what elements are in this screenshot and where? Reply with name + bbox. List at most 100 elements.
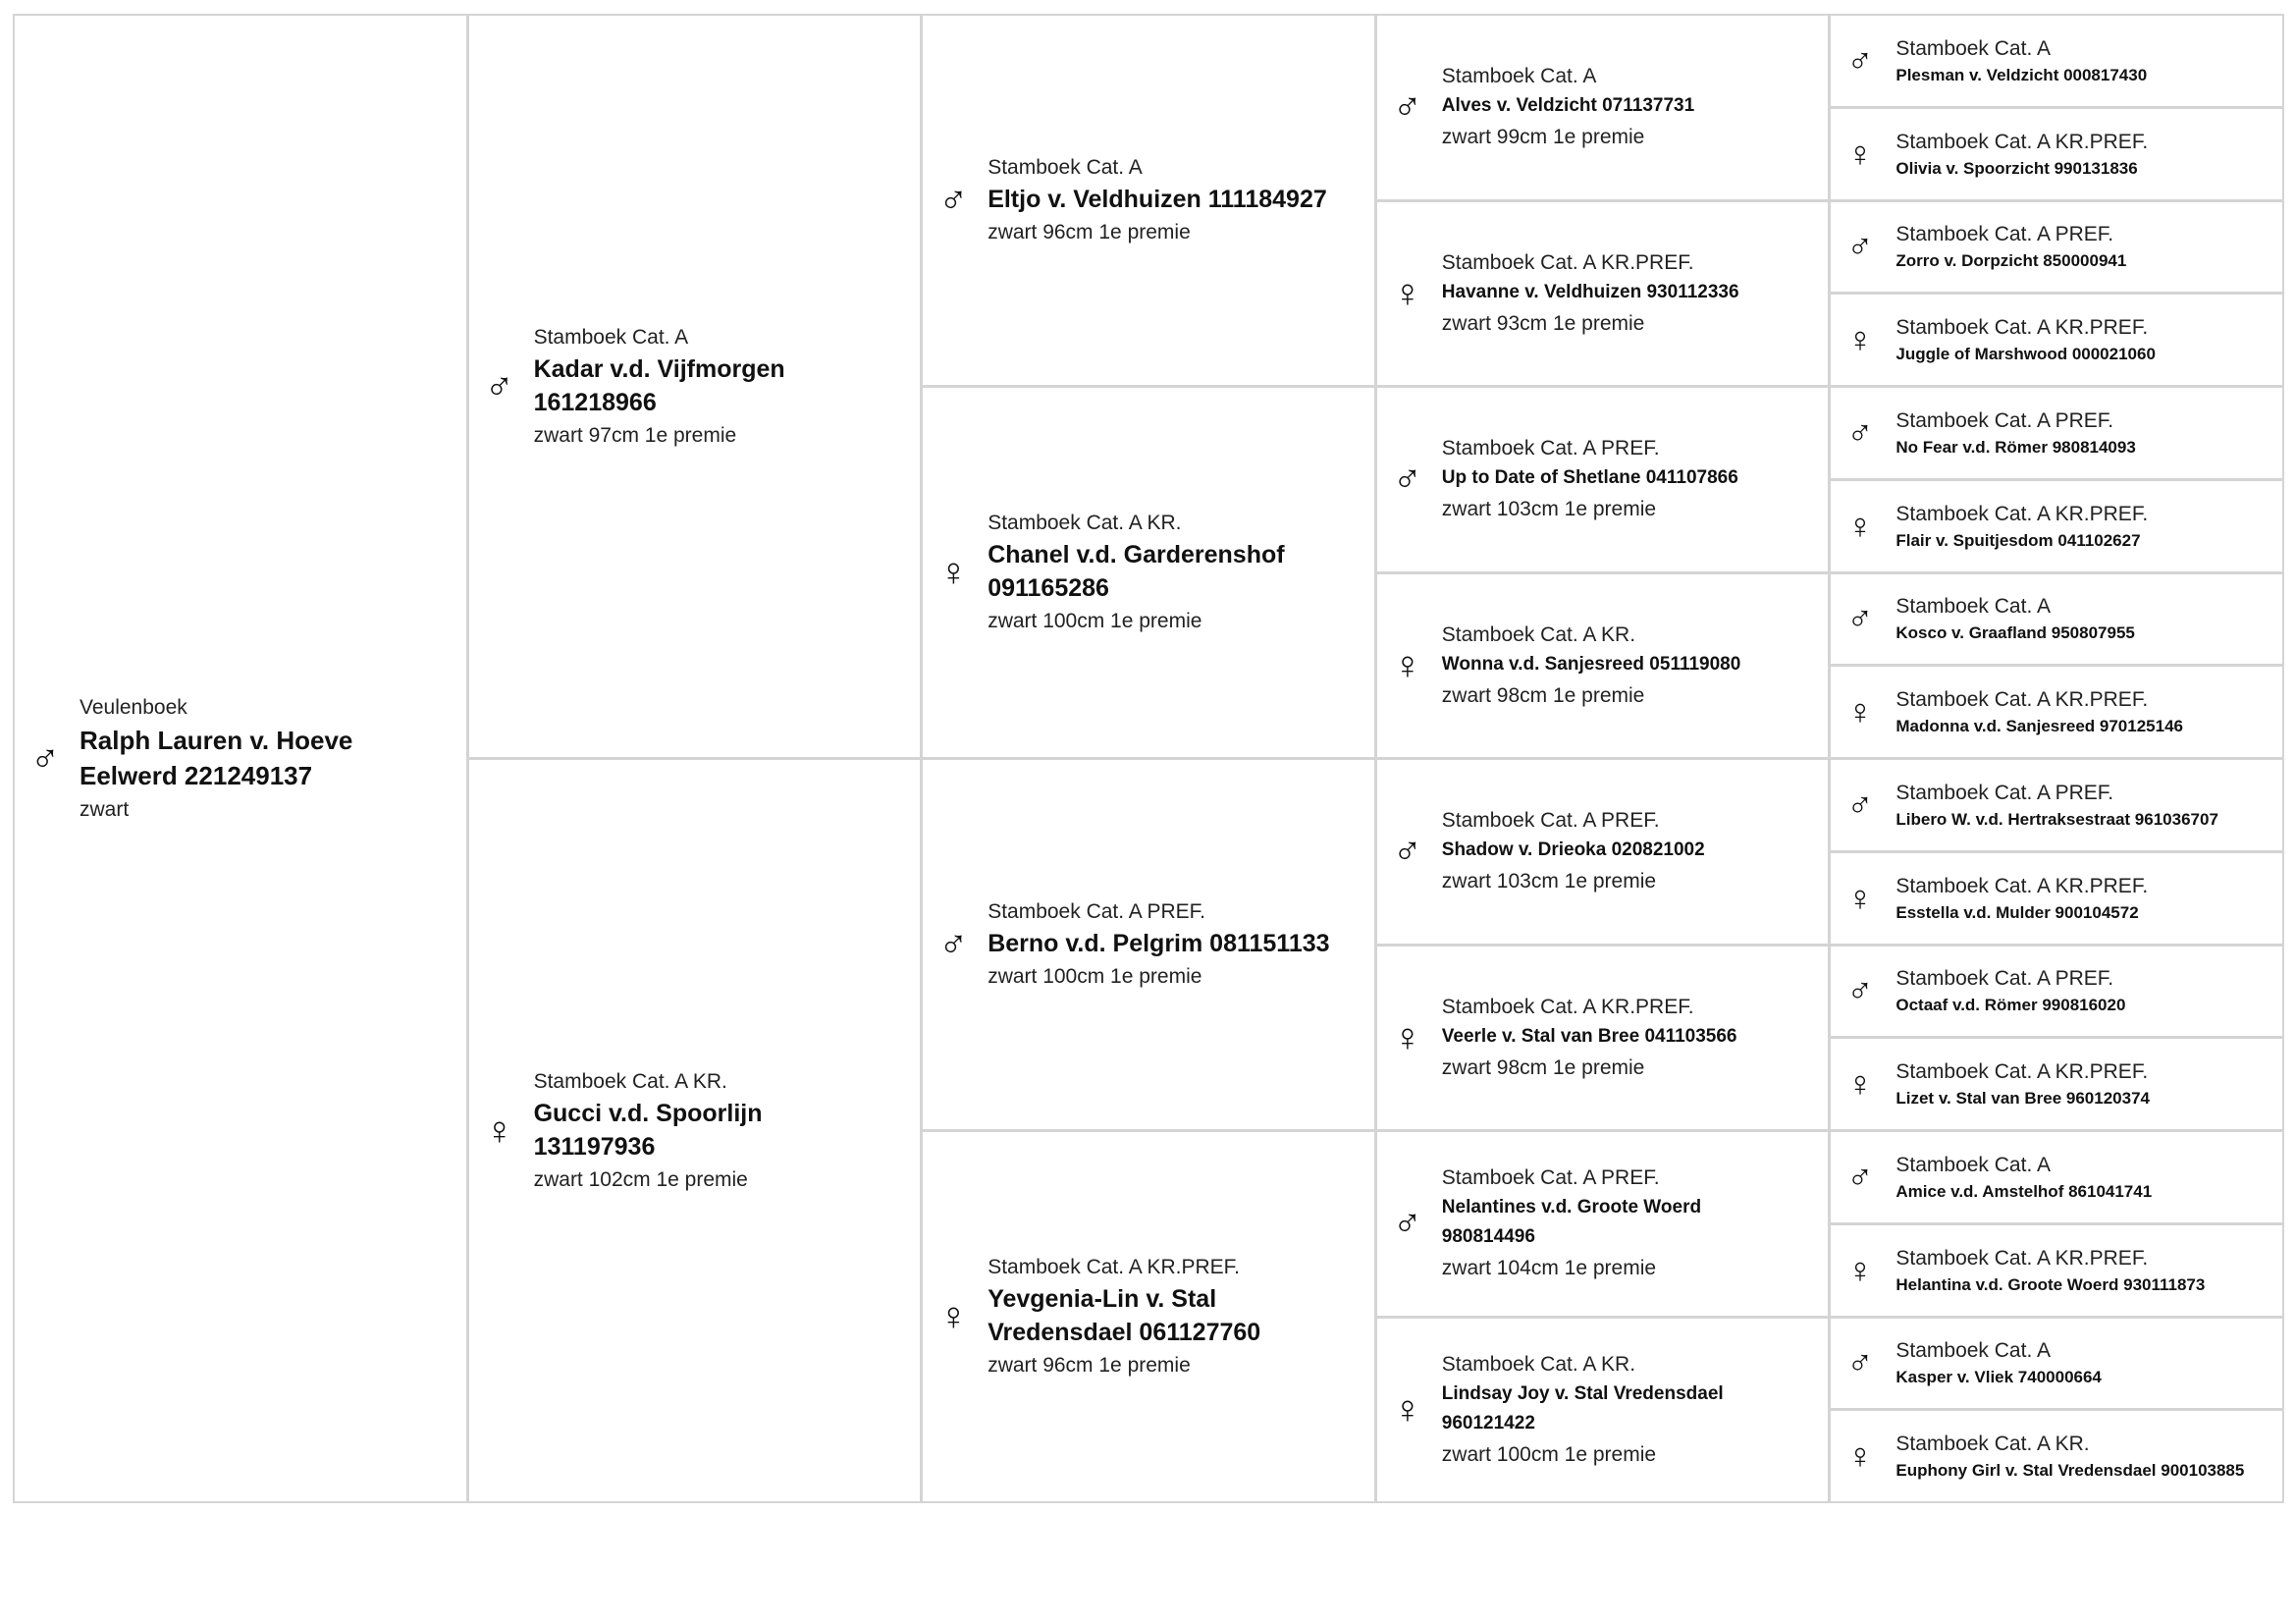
- horse-cell: ♂ Stamboek Cat. A Kadar v.d. Vijfmorgen 16…: [469, 16, 921, 757]
- female-icon: ♀: [1392, 1387, 1422, 1432]
- registry-label: Stamboek Cat. A KR.PREF.: [1441, 995, 1694, 1018]
- horse-cell: ♂ Veulenboek Ralph Lauren v. Hoeve Eelwerd…: [15, 16, 466, 1501]
- horse-name: Juggle of Marshwood 000021060: [1896, 345, 2156, 364]
- female-icon: ♀: [1392, 271, 1422, 315]
- horse-name: Yevgenia-Lin v. Stal Vredensdael 0611277…: [988, 1285, 1261, 1346]
- male-icon: ♂: [484, 364, 514, 408]
- female-icon: ♀: [1846, 319, 1874, 360]
- horse-details: zwart: [80, 797, 130, 821]
- horse-details: zwart 97cm 1e premie: [533, 423, 737, 447]
- male-icon: ♂: [1846, 39, 1874, 81]
- horse-details: zwart 96cm 1e premie: [988, 1354, 1191, 1377]
- male-icon: ♂: [938, 179, 969, 222]
- horse-cell: ♂ Stamboek Cat. A Eltjo v. Veldhuizen 1111…: [923, 16, 1374, 385]
- horse-name: Lindsay Joy v. Stal Vredensdael 96012142…: [1441, 1382, 1724, 1434]
- registry-label: Stamboek Cat. A PREF.: [1441, 809, 1660, 833]
- horse-details: zwart 100cm 1e premie: [988, 965, 1202, 988]
- horse-cell: ♂ Stamboek Cat. A PREF. Berno v.d. Pelgrim…: [923, 757, 1374, 1129]
- horse-cell: ♀ Stamboek Cat. A KR. Chanel v.d. Garderen…: [923, 385, 1374, 757]
- generation-3-column: ♂ Stamboek Cat. A Eltjo v. Veldhuizen 1111…: [920, 16, 1374, 1501]
- male-icon: ♂: [1846, 970, 1874, 1011]
- horse-details: zwart 98cm 1e premie: [1441, 683, 1645, 707]
- horse-name: Euphony Girl v. Stal Vredensdael 9001038…: [1896, 1461, 2245, 1481]
- horse-details: zwart 104cm 1e premie: [1441, 1257, 1657, 1280]
- horse-cell: ♂ Stamboek Cat. A Kosco v. Graafland 95080…: [1831, 570, 2282, 665]
- male-icon: ♂: [1392, 85, 1422, 130]
- horse-name: Madonna v.d. Sanjesreed 970125146: [1896, 717, 2183, 736]
- horse-cell: ♀ Stamboek Cat. A KR.PREF. Veerle v. Stal …: [1376, 943, 1829, 1130]
- registry-label: Stamboek Cat. A KR.PREF.: [1896, 688, 2149, 712]
- female-icon: ♀: [938, 1295, 969, 1338]
- horse-name: Gucci v.d. Spoorlijn 131197936: [533, 1099, 763, 1161]
- horse-cell: ♂ Stamboek Cat. A PREF. Libero W. v.d. Her…: [1831, 757, 2282, 850]
- registry-label: Stamboek Cat. A PREF.: [1441, 1166, 1660, 1190]
- male-icon: ♂: [1846, 784, 1874, 825]
- male-icon: ♂: [938, 923, 969, 966]
- registry-label: Stamboek Cat. A: [988, 156, 1143, 179]
- male-icon: ♂: [1846, 411, 1874, 453]
- registry-label: Stamboek Cat. A: [1896, 1153, 2051, 1176]
- registry-label: Stamboek Cat. A: [1441, 65, 1597, 88]
- horse-name: Kasper v. Vliek 740000664: [1896, 1368, 2102, 1387]
- horse-cell: ♀ Stamboek Cat. A KR.PREF. Esstella v.d. M…: [1831, 849, 2282, 944]
- registry-label: Stamboek Cat. A KR.: [533, 1069, 727, 1093]
- horse-name: Flair v. Spuitjesdom 041102627: [1896, 530, 2141, 550]
- female-icon: ♀: [1846, 877, 1874, 918]
- horse-name: Eltjo v. Veldhuizen 111184927: [988, 186, 1327, 213]
- horse-details: zwart 93cm 1e premie: [1441, 311, 1645, 335]
- registry-label: Stamboek Cat. A KR.: [1896, 1433, 2090, 1456]
- male-icon: ♂: [1846, 1156, 1874, 1197]
- horse-details: zwart 103cm 1e premie: [1441, 870, 1657, 893]
- horse-cell: ♀ Stamboek Cat. A KR.PREF. Havanne v. Veld…: [1376, 198, 1829, 386]
- horse-name: Lizet v. Stal van Bree 960120374: [1896, 1089, 2150, 1109]
- registry-label: Stamboek Cat. A KR.PREF.: [1441, 250, 1694, 274]
- horse-name: Chanel v.d. Garderenshof 091165286: [988, 541, 1285, 602]
- registry-label: Stamboek Cat. A KR.PREF.: [1896, 1060, 2149, 1084]
- female-icon: ♀: [1392, 1015, 1422, 1059]
- horse-cell: ♀ Stamboek Cat. A KR. Wonna v.d. Sanjesree…: [1376, 570, 1829, 758]
- registry-label: Stamboek Cat. A PREF.: [1896, 223, 2114, 246]
- female-icon: ♀: [1846, 691, 1874, 732]
- horse-name: No Fear v.d. Römer 980814093: [1896, 437, 2136, 457]
- registry-label: Stamboek Cat. A: [533, 325, 689, 349]
- generation-2-column: ♂ Stamboek Cat. A Kadar v.d. Vijfmorgen 16…: [465, 16, 921, 1501]
- registry-label: Stamboek Cat. A KR.PREF.: [1896, 316, 2149, 340]
- horse-details: zwart 100cm 1e premie: [988, 610, 1202, 632]
- horse-cell: ♀ Stamboek Cat. A KR. Euphony Girl v. Stal…: [1831, 1408, 2282, 1501]
- horse-cell: ♂ Stamboek Cat. A PREF. Octaaf v.d. Römer …: [1831, 943, 2282, 1037]
- male-icon: ♂: [1846, 1342, 1874, 1383]
- horse-name: Berno v.d. Pelgrim 081151133: [988, 930, 1330, 957]
- registry-label: Stamboek Cat. A KR.PREF.: [1896, 1246, 2149, 1270]
- horse-cell: ♀ Stamboek Cat. A KR. Lindsay Joy v. Stal …: [1376, 1315, 1829, 1502]
- female-icon: ♀: [1392, 643, 1422, 687]
- horse-details: zwart 100cm 1e premie: [1441, 1442, 1657, 1466]
- horse-cell: ♀ Stamboek Cat. A KR.PREF. Flair v. Spuitj…: [1831, 477, 2282, 571]
- horse-name: Wonna v.d. Sanjesreed 051119080: [1441, 653, 1741, 675]
- female-icon: ♀: [1846, 505, 1874, 546]
- horse-name: Helantina v.d. Groote Woerd 930111873: [1896, 1274, 2206, 1294]
- registry-label: Stamboek Cat. A KR.: [988, 512, 1182, 534]
- male-icon: ♂: [1846, 598, 1874, 639]
- registry-label: Stamboek Cat. A KR.PREF.: [1896, 874, 2149, 897]
- registry-label: Stamboek Cat. A: [1896, 1339, 2051, 1363]
- horse-name: Shadow v. Drieoka 020821002: [1441, 839, 1705, 861]
- horse-name: Up to Date of Shetlane 041107866: [1441, 467, 1738, 489]
- horse-name: Veerle v. Stal van Bree 041103566: [1441, 1025, 1737, 1047]
- horse-cell: ♂ Stamboek Cat. A PREF. Nelantines v.d. Gr…: [1376, 1129, 1829, 1316]
- horse-name: Libero W. v.d. Hertraksestraat 961036707: [1896, 809, 2218, 829]
- horse-cell: ♂ Stamboek Cat. A Amice v.d. Amstelhof 861…: [1831, 1129, 2282, 1222]
- registry-label: Stamboek Cat. A KR.PREF.: [988, 1256, 1240, 1278]
- generation-1-column: ♂ Veulenboek Ralph Lauren v. Hoeve Eelwerd…: [15, 16, 466, 1501]
- male-icon: ♂: [1392, 1202, 1422, 1246]
- registry-label: Stamboek Cat. A PREF.: [1441, 437, 1660, 460]
- horse-details: zwart 99cm 1e premie: [1441, 126, 1645, 149]
- horse-name: Olivia v. Spoorzicht 990131836: [1896, 158, 2138, 178]
- horse-cell: ♂ Stamboek Cat. A PREF. No Fear v.d. Römer…: [1831, 385, 2282, 478]
- horse-cell: ♀ Stamboek Cat. A KR.PREF. Lizet v. Stal v…: [1831, 1036, 2282, 1129]
- male-icon: ♂: [1392, 830, 1422, 874]
- registry-label: Stamboek Cat. A PREF.: [1896, 967, 2114, 991]
- horse-details: zwart 103cm 1e premie: [1441, 498, 1657, 521]
- registry-label: Stamboek Cat. A KR.: [1441, 622, 1636, 646]
- registry-label: Veulenboek: [80, 695, 187, 719]
- generation-5-column: ♂ Stamboek Cat. A Plesman v. Veldzicht 000…: [1828, 16, 2282, 1501]
